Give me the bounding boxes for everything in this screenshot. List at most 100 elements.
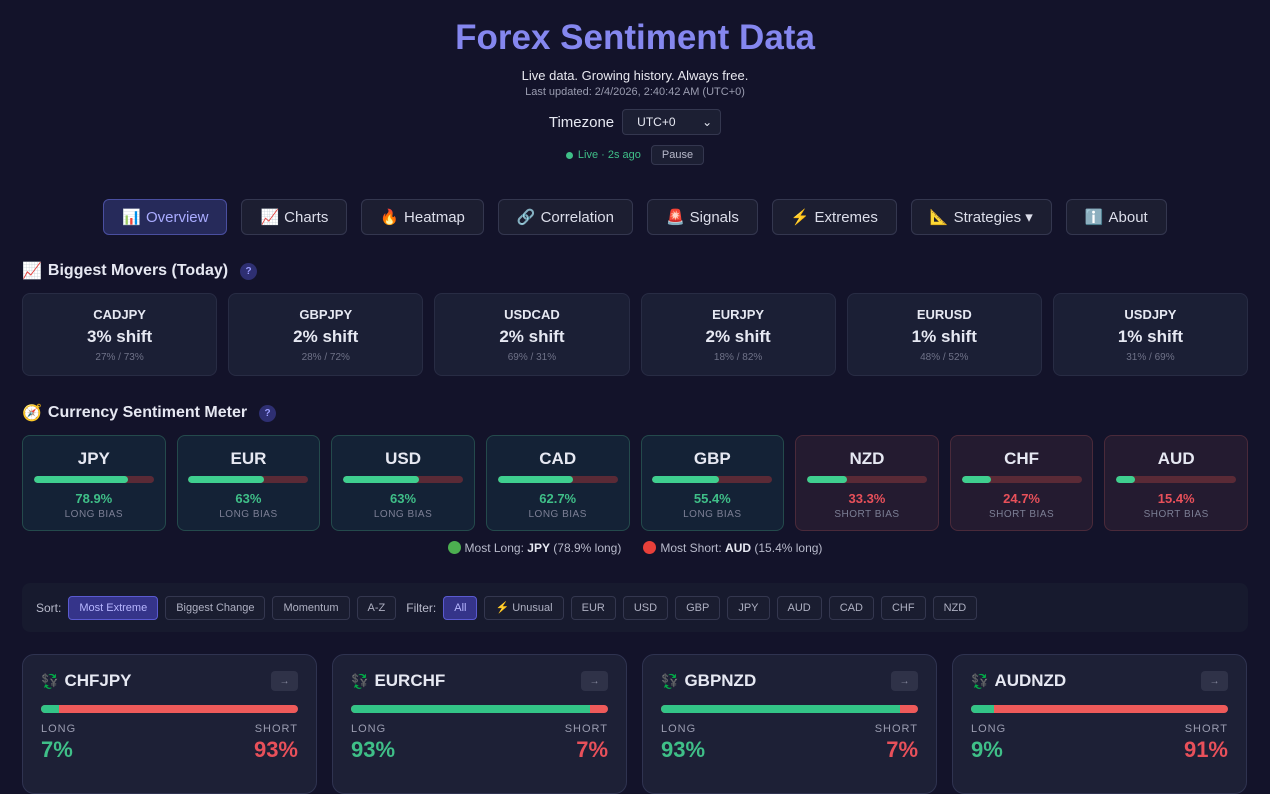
sort-option[interactable]: Most Extreme (68, 595, 159, 620)
open-pair-button[interactable]: → (1201, 671, 1228, 691)
bias-label: SHORT BIAS (988, 509, 1055, 520)
heatmap-icon: 🔥 (380, 209, 400, 226)
mover-card[interactable]: EURJPY 2% shift 18% / 82% (640, 293, 836, 376)
tab-label: Strategies ▾ (953, 209, 1033, 226)
mover-card[interactable]: USDCAD 2% shift 69% / 31% (434, 293, 630, 376)
long-fill (351, 705, 590, 713)
sort-option[interactable]: A-Z (356, 595, 397, 620)
sentiment-bar (1116, 476, 1237, 483)
filter-option[interactable]: NZD (932, 595, 978, 620)
currency-card-cad[interactable]: CAD 62.7% LONG BIAS (485, 435, 630, 531)
currency-card-nzd[interactable]: NZD 33.3% SHORT BIAS (795, 435, 939, 531)
sentiment-bar-fill (1116, 476, 1135, 483)
most-long: Most Long: JPY (78.9% long) (447, 541, 621, 555)
values-row: 93% 7% (351, 737, 608, 763)
tab-signals[interactable]: 🚨 Signals (646, 199, 758, 235)
pair-card[interactable]: 💱 EURCHF → LONG SHORT 93% 7% (332, 654, 627, 794)
filter-option[interactable]: CAD (828, 595, 874, 620)
pair-card[interactable]: 💱 GBPNZD → LONG SHORT 93% 7% (642, 654, 937, 794)
meter-summary: Most Long: JPY (78.9% long) Most Short: … (0, 541, 1270, 555)
filter-option[interactable]: All (443, 595, 478, 620)
labels-row: LONG SHORT (661, 723, 918, 735)
tab-label: Overview (145, 208, 209, 226)
mover-card[interactable]: CADJPY 3% shift 27% / 73% (22, 293, 218, 376)
pair-cards: 💱 CHFJPY → LONG SHORT 7% 93% 💱 EURCHF → LONG SHORT 9… (22, 654, 1248, 794)
open-pair-button[interactable]: → (891, 671, 918, 691)
filter-option[interactable]: GBP (675, 595, 721, 620)
filter-option[interactable]: EUR (570, 595, 616, 620)
filter-option[interactable]: USD (622, 595, 669, 620)
long-percent: 15.4% (1157, 491, 1195, 506)
correlation-icon: 🔗 (516, 209, 536, 226)
tab-about[interactable]: ℹ️ About (1065, 199, 1167, 235)
help-icon[interactable]: ? (259, 404, 277, 422)
currency-exchange-icon: 💱 (41, 672, 59, 689)
open-pair-button[interactable]: → (271, 671, 298, 691)
long-short-bar (661, 705, 918, 713)
strategies-icon: 📐 (929, 209, 949, 226)
labels-row: LONG SHORT (351, 723, 608, 735)
live-text: Live · 2s ago (577, 149, 641, 161)
tab-extremes[interactable]: ⚡ Extremes (771, 199, 897, 235)
mover-card[interactable]: USDJPY 1% shift 31% / 69% (1052, 293, 1249, 376)
tab-charts[interactable]: 📈 Charts (241, 199, 348, 235)
filter-option[interactable]: AUD (776, 595, 822, 620)
long-value: 9% (971, 737, 1003, 762)
currency-exchange-icon: 💱 (661, 672, 679, 689)
short-value: 7% (886, 737, 918, 762)
sort-label: Sort: (36, 600, 62, 615)
tab-heatmap[interactable]: 🔥 Heatmap (361, 199, 484, 235)
currency-card-jpy[interactable]: JPY 78.9% LONG BIAS (22, 435, 166, 531)
overview-icon: 📊 (122, 209, 141, 226)
red-circle-icon (643, 541, 657, 554)
pair-name: 💱 GBPNZD (661, 671, 756, 691)
filter-option[interactable]: CHF (880, 595, 926, 620)
pause-button[interactable]: Pause (650, 145, 705, 165)
filter-option[interactable]: JPY (727, 595, 770, 620)
sentiment-bar (961, 476, 1082, 483)
currency-card-aud[interactable]: AUD 15.4% SHORT BIAS (1104, 435, 1248, 531)
currency-card-eur[interactable]: EUR 63% LONG BIAS (176, 435, 321, 531)
timezone-label: Timezone (548, 113, 615, 131)
currency-code: USD (385, 449, 422, 468)
chevron-down-icon: ⌄ (702, 115, 713, 129)
long-percent: 63% (235, 491, 262, 506)
timezone-row: Timezone UTC+0 ⌄ (0, 109, 1270, 135)
timezone-select[interactable]: UTC+0 ⌄ (622, 109, 722, 135)
currency-card-gbp[interactable]: GBP 55.4% LONG BIAS (640, 435, 785, 531)
long-percent: 63% (390, 491, 417, 506)
pair-symbol: EURCHF (374, 671, 446, 690)
currency-code: NZD (849, 449, 885, 468)
long-fill (971, 705, 995, 713)
pair-card[interactable]: 💱 CHFJPY → LONG SHORT 7% 93% (22, 654, 317, 794)
help-icon[interactable]: ? (240, 262, 258, 280)
mover-pair: USDCAD (504, 307, 560, 322)
pair-header: 💱 EURCHF → (351, 671, 608, 691)
mover-shift: 3% shift (86, 327, 153, 346)
tab-label: About (1108, 208, 1148, 226)
currency-card-chf[interactable]: CHF 24.7% SHORT BIAS (949, 435, 1094, 531)
long-label: LONG (41, 723, 77, 735)
short-label: SHORT (1184, 723, 1228, 735)
sort-option[interactable]: Momentum (272, 595, 350, 620)
tab-strategies[interactable]: 📐 Strategies ▾ (910, 199, 1052, 235)
currency-code: CAD (539, 449, 577, 468)
sort-option[interactable]: Biggest Change (165, 595, 266, 620)
currency-code: CHF (1004, 449, 1040, 468)
mover-card[interactable]: GBPJPY 2% shift 28% / 72% (228, 293, 424, 376)
filter-option[interactable]: ⚡ Unusual (484, 595, 564, 620)
open-pair-button[interactable]: → (581, 671, 608, 691)
long-value: 93% (351, 737, 396, 762)
mover-card[interactable]: EURUSD 1% shift 48% / 52% (846, 293, 1042, 376)
tab-overview[interactable]: 📊 Overview (103, 199, 228, 235)
tab-correlation[interactable]: 🔗 Correlation (497, 199, 633, 235)
timezone-value: UTC+0 (637, 115, 676, 129)
sentiment-bar-fill (806, 476, 847, 483)
long-percent: 55.4% (693, 491, 731, 506)
mover-shift: 2% shift (705, 327, 771, 346)
currency-card-usd[interactable]: USD 63% LONG BIAS (331, 435, 475, 531)
mover-ratio: 31% / 69% (1126, 352, 1175, 363)
labels-row: LONG SHORT (971, 723, 1228, 735)
values-row: 7% 93% (41, 737, 298, 763)
pair-card[interactable]: 💱 AUDNZD → LONG SHORT 9% 91% (952, 654, 1247, 794)
